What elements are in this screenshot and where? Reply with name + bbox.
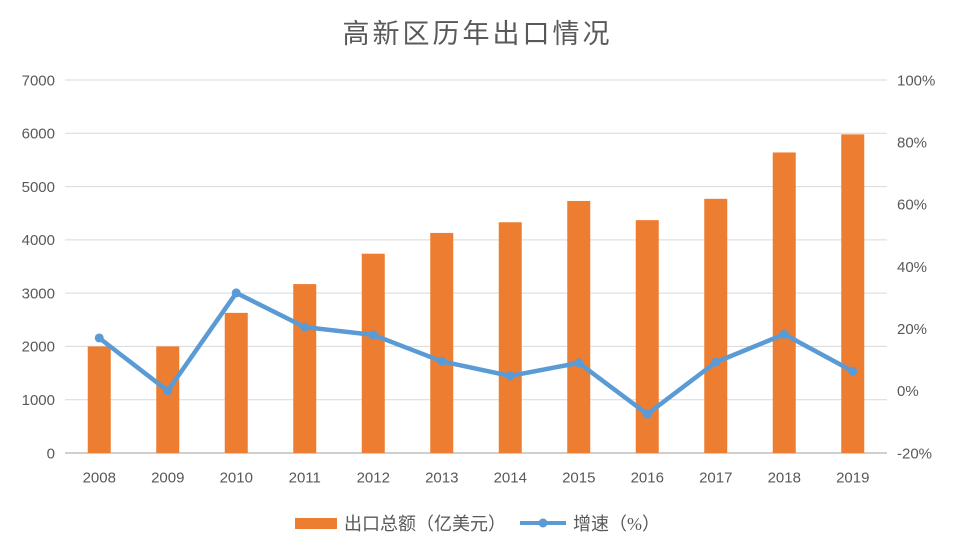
x-label-2013: 2013 [425,469,458,486]
x-label-2019: 2019 [836,469,869,486]
right-tick-80: 80% [897,134,927,151]
chart-title: 高新区历年出口情况 [342,19,613,49]
x-label-2012: 2012 [357,469,390,486]
line-marker-2014 [505,371,515,381]
right-tick--20: -20% [897,445,932,462]
x-label-2017: 2017 [699,469,732,486]
bar-2012 [361,253,385,453]
x-label-2011: 2011 [289,469,321,486]
legend-item-export-total: 出口总额（亿美元） [295,510,506,536]
line-marker-2019 [848,366,858,376]
line-marker-2018 [779,329,789,339]
bar-2018 [772,152,796,453]
right-tick-100: 100% [897,72,935,89]
line-marker-2009 [163,386,173,396]
x-label-2010: 2010 [220,469,253,486]
bar-series-swatch [295,517,337,529]
left-tick-1000: 1000 [22,392,55,409]
left-tick-3000: 3000 [22,285,55,302]
left-tick-6000: 6000 [22,126,55,143]
bar-2015 [567,200,591,453]
bar-2013 [430,232,454,453]
bar-2019 [841,134,865,453]
x-label-2015: 2015 [562,469,595,486]
bar-2009 [156,346,180,453]
growth-rate-line [97,290,855,417]
right-tick-60: 60% [897,197,927,214]
bar-2014 [498,222,522,453]
left-tick-4000: 4000 [22,232,55,249]
left-tick-0: 0 [47,445,55,462]
left-tick-2000: 2000 [22,339,55,356]
bar-2011 [293,284,317,453]
x-label-2014: 2014 [494,469,527,486]
line-marker-2010 [231,288,241,298]
line-series-swatch [520,518,566,528]
left-tick-5000: 5000 [22,179,55,196]
x-label-2009: 2009 [151,469,184,486]
x-label-2018: 2018 [768,469,801,486]
bar-series-label: 出口总额（亿美元） [344,514,506,534]
x-label-2016: 2016 [631,469,664,486]
line-marker-2016 [642,409,652,419]
legend-item-growth-rate: 增速（%） [520,510,660,536]
line-series-marker-icon [538,518,548,528]
x-label-2008: 2008 [83,469,116,486]
line-marker-2012 [368,330,378,340]
right-tick-40: 40% [897,259,927,276]
bar-2010 [224,312,248,453]
line-marker-2011 [300,322,310,332]
bar-2008 [87,346,111,453]
line-marker-2008 [94,333,104,343]
right-tick-20: 20% [897,321,927,338]
line-marker-2017 [711,357,721,367]
bar-2017 [704,198,728,453]
line-series-label: 增速（%） [573,514,660,534]
right-tick-0: 0% [897,383,919,400]
line-marker-2013 [437,356,447,366]
line-marker-2015 [574,358,584,368]
bar-2016 [635,220,659,453]
chart-legend: 出口总额（亿美元） 增速（%） [0,504,955,542]
left-tick-7000: 7000 [22,72,55,89]
